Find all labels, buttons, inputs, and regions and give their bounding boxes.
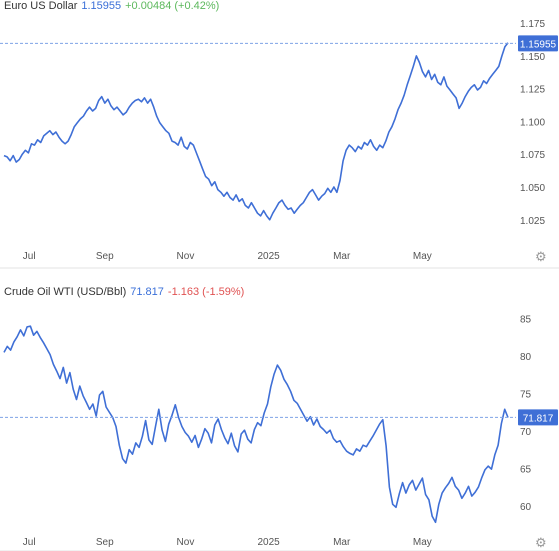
wti-last-price-badge: [518, 409, 558, 426]
wti-y-tick-label: 80: [520, 352, 532, 363]
wti-series-line: [3, 325, 509, 524]
wti-settings-gear-icon[interactable]: ⚙: [535, 535, 547, 550]
wti-change: -1.163 (-1.59%): [167, 286, 245, 298]
wti-y-tick-label: 75: [520, 390, 532, 401]
wti-x-tick-label: Jul: [23, 537, 36, 548]
eurusd-x-tick-label: Sep: [96, 251, 114, 262]
wti-x-tick-label: Mar: [333, 537, 351, 548]
eurusd-y-tick-label: 1.025: [520, 216, 545, 227]
wti-price: 71.817: [130, 286, 164, 298]
wti-y-tick-label: 65: [520, 464, 532, 475]
wti-name: Crude Oil WTI (USD/Bbl): [4, 286, 127, 298]
eurusd-y-tick-label: 1.075: [520, 150, 545, 161]
eurusd-change: +0.00484 (+0.42%): [125, 0, 220, 12]
eurusd-x-tick-label: 2025: [257, 251, 280, 262]
eurusd-last-price-badge: [518, 35, 558, 52]
wti-x-tick-label: Sep: [96, 537, 114, 548]
wti-y-tick-label: 60: [520, 502, 532, 513]
wti-x-tick-label: 2025: [257, 537, 280, 548]
wti-x-tick-label: Nov: [177, 537, 195, 548]
eurusd-title: Euro US Dollar 1.15955 +0.00484 (+0.42%): [4, 0, 223, 12]
eurusd-price: 1.15955: [81, 0, 122, 12]
wti-last-price-label: 71.817: [523, 413, 554, 424]
wti-x-tick-label: May: [413, 537, 432, 548]
eurusd-settings-gear-icon[interactable]: ⚙: [535, 249, 547, 264]
eurusd-y-tick-label: 1.100: [520, 117, 545, 128]
eurusd-y-tick-label: 1.175: [520, 19, 545, 30]
eurusd-last-price-label: 1.15955: [520, 39, 557, 50]
eurusd-y-tick-label: 1.150: [520, 52, 545, 63]
wti-title: Crude Oil WTI (USD/Bbl) 71.817 -1.163 (-1.…: [4, 286, 248, 298]
eurusd-x-tick-label: Nov: [177, 251, 195, 262]
eurusd-series-line: [3, 42, 509, 221]
wti-y-tick-label: 85: [520, 315, 532, 326]
eurusd-x-tick-label: May: [413, 251, 432, 262]
eurusd-y-tick-label: 1.125: [520, 85, 545, 96]
eurusd-y-tick-label: 1.050: [520, 183, 545, 194]
eurusd-x-tick-label: Jul: [23, 251, 36, 262]
eurusd-name: Euro US Dollar: [4, 0, 78, 12]
eurusd-x-tick-label: Mar: [333, 251, 351, 262]
wti-y-tick-label: 70: [520, 427, 532, 438]
